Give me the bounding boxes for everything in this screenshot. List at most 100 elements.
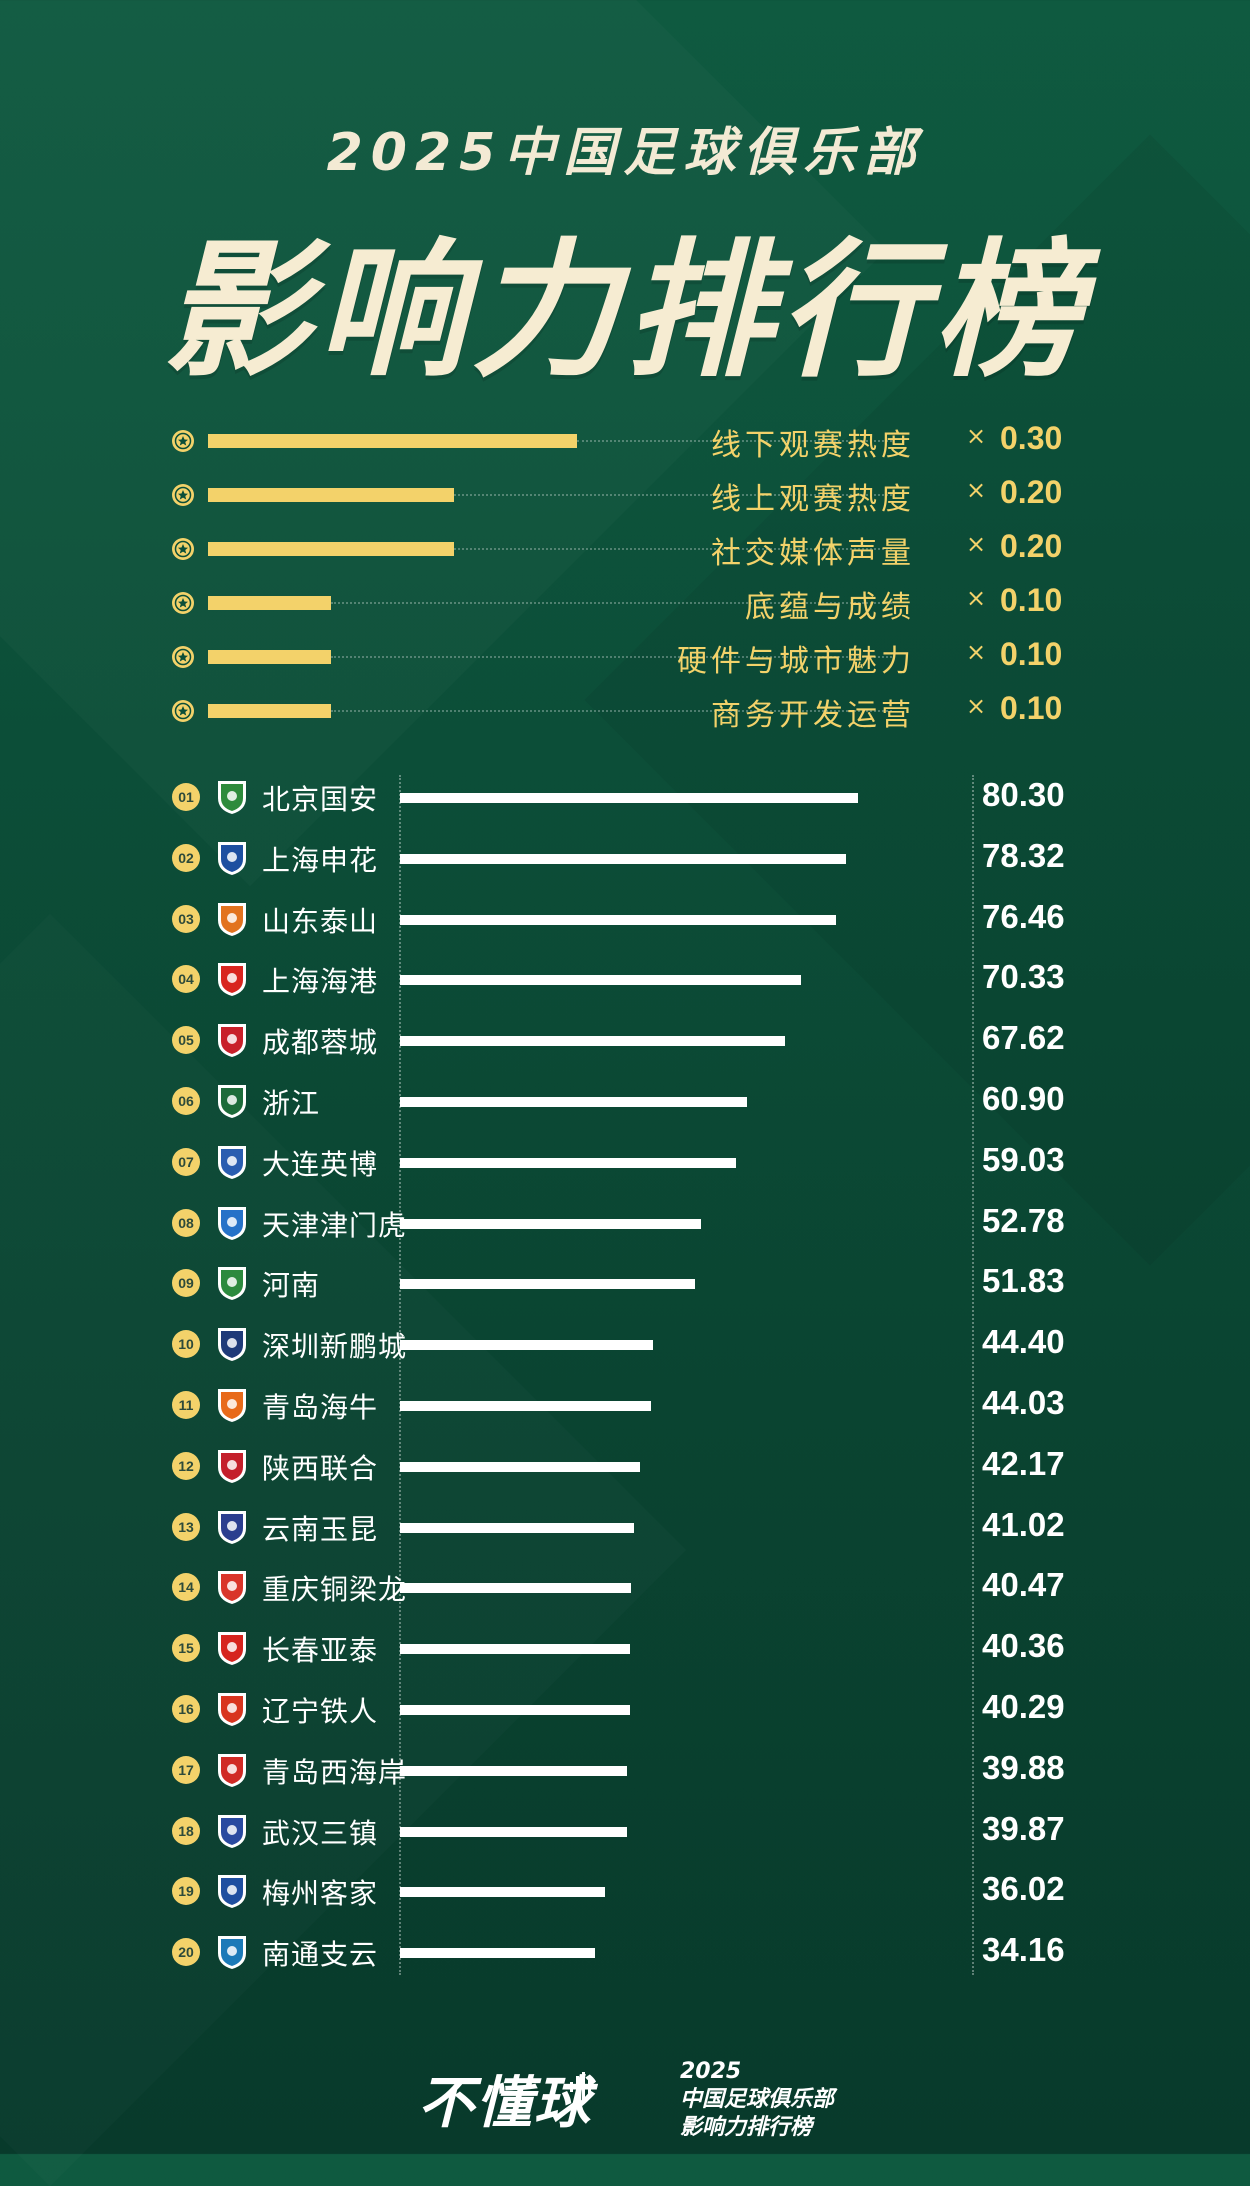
score-bar	[400, 853, 847, 864]
score-bar	[400, 1765, 628, 1776]
club-name: 成都蓉城	[262, 1026, 379, 1060]
score-bar	[400, 1644, 631, 1655]
footer-line: 影响力排行榜	[680, 2115, 813, 2140]
ranking-row: 20 南通支云 34.16	[172, 1927, 1072, 1977]
weight-label: 硬件与城市魅力	[677, 644, 915, 679]
rank-badge: 06	[172, 1087, 200, 1115]
score-value: 41.02	[982, 1505, 1065, 1543]
weight-value: 0.20	[1000, 528, 1063, 564]
score-value: 51.83	[982, 1262, 1065, 1300]
club-name: 云南玉昆	[262, 1512, 379, 1546]
score-bar	[400, 1705, 630, 1715]
club-name: 青岛海牛	[262, 1391, 379, 1424]
weight-bar	[208, 542, 454, 556]
multiply-sign: ×	[966, 530, 987, 558]
club-name: 山东泰山	[262, 904, 379, 938]
score-value: 44.40	[982, 1323, 1065, 1361]
rank-badge: 15	[172, 1634, 200, 1663]
rank-badge: 17	[172, 1755, 200, 1784]
club-logo-icon	[218, 1206, 246, 1240]
club-logo-icon	[218, 1328, 246, 1362]
score-value: 70.33	[982, 958, 1065, 996]
score-bar	[400, 793, 858, 803]
weight-bar	[208, 596, 331, 610]
club-logo-icon	[218, 1875, 246, 1909]
score-bar	[400, 1340, 654, 1351]
weight-row: 社交媒体声量 × 0.20	[170, 528, 1070, 571]
footer-line: 2025	[680, 2059, 742, 2084]
ranking-row: 09 河南 51.83	[172, 1258, 1072, 1308]
club-logo-icon	[218, 1145, 246, 1179]
rank-badge: 16	[172, 1695, 200, 1723]
weight-value: 0.30	[1000, 420, 1063, 456]
club-logo-icon	[218, 1085, 246, 1118]
rank-badge: 18	[172, 1816, 200, 1845]
score-bar	[400, 1279, 696, 1290]
score-bar	[400, 975, 801, 986]
ranking-row: 05 成都蓉城 67.62	[172, 1015, 1072, 1065]
weight-label: 商务开发运营	[711, 698, 915, 733]
club-logo-icon	[218, 963, 246, 997]
score-value: 39.88	[982, 1748, 1065, 1786]
multiply-sign: ×	[966, 476, 987, 504]
ranking-row: 01 北京国安 80.30	[172, 772, 1072, 822]
ranking-row: 19 梅州客家 36.02	[172, 1866, 1072, 1916]
weight-leader-dots	[331, 710, 892, 712]
score-value: 52.78	[982, 1201, 1065, 1239]
club-logo-icon	[218, 1753, 246, 1787]
club-logo-icon	[218, 1571, 246, 1605]
club-name: 北京国安	[262, 783, 379, 816]
ranking-row: 07 大连英博 59.03	[172, 1137, 1072, 1187]
multiply-sign: ×	[966, 692, 987, 720]
weight-value: 0.10	[1000, 636, 1063, 672]
club-logo-icon	[218, 1936, 246, 1970]
club-name: 梅州客家	[262, 1877, 379, 1911]
club-logo-icon	[218, 1449, 246, 1483]
score-value: 60.90	[982, 1080, 1065, 1117]
score-value: 67.62	[982, 1019, 1065, 1057]
ranking-row: 11 青岛海牛 44.03	[172, 1380, 1072, 1430]
weight-label: 社交媒体声量	[711, 536, 915, 571]
club-logo-icon	[218, 902, 246, 936]
header-subtitle: 2025中国足球俱乐部	[326, 123, 924, 183]
medal-icon	[172, 430, 194, 452]
ranking-row: 18 武汉三镇 39.87	[172, 1806, 1072, 1856]
club-name: 武汉三镇	[262, 1816, 379, 1850]
footer-line: 中国足球俱乐部	[680, 2087, 835, 2112]
score-bar	[400, 1948, 595, 1959]
weight-leader-dots	[454, 548, 892, 550]
score-bar	[400, 1401, 651, 1411]
ranking-row: 12 陕西联合 42.17	[172, 1441, 1072, 1491]
club-logo-icon	[218, 1510, 246, 1544]
ranking-row: 14 重庆铜梁龙 40.47	[172, 1562, 1072, 1612]
club-name: 深圳新鹏城	[262, 1330, 408, 1364]
club-logo-icon	[218, 1632, 246, 1666]
ranking-row: 17 青岛西海岸 39.88	[172, 1745, 1072, 1795]
ranking-row: 08 天津津门虎 52.78	[172, 1198, 1072, 1248]
rank-badge: 12	[172, 1451, 200, 1480]
score-bar	[400, 1461, 641, 1472]
rank-badge: 08	[172, 1208, 200, 1237]
multiply-sign: ×	[966, 422, 987, 450]
club-name: 浙江	[262, 1087, 321, 1120]
weight-label: 线上观赛热度	[711, 482, 915, 517]
score-value: 36.02	[982, 1870, 1065, 1908]
ranking-row: 02 上海申花 78.32	[172, 833, 1072, 883]
weight-bar	[208, 434, 577, 448]
weight-label: 线下观赛热度	[711, 428, 915, 463]
rank-badge: 10	[172, 1330, 200, 1359]
medal-icon	[172, 484, 194, 506]
ranking-row: 16 辽宁铁人 40.29	[172, 1684, 1072, 1734]
weight-row: 线上观赛热度 × 0.20	[170, 474, 1070, 517]
club-name: 青岛西海岸	[262, 1755, 408, 1789]
club-name: 大连英博	[262, 1147, 379, 1181]
weight-leader-dots	[331, 656, 892, 658]
score-value: 40.29	[982, 1688, 1065, 1725]
weight-leader-dots	[577, 440, 892, 442]
ranking-row: 15 长春亚泰 40.36	[172, 1623, 1072, 1673]
score-value: 78.32	[982, 836, 1065, 874]
footer-caption: 2025 中国足球俱乐部 影响力排行榜	[680, 2058, 834, 2142]
score-value: 40.47	[982, 1566, 1065, 1604]
rank-badge: 11	[172, 1391, 200, 1419]
club-logo-icon	[218, 1024, 246, 1058]
